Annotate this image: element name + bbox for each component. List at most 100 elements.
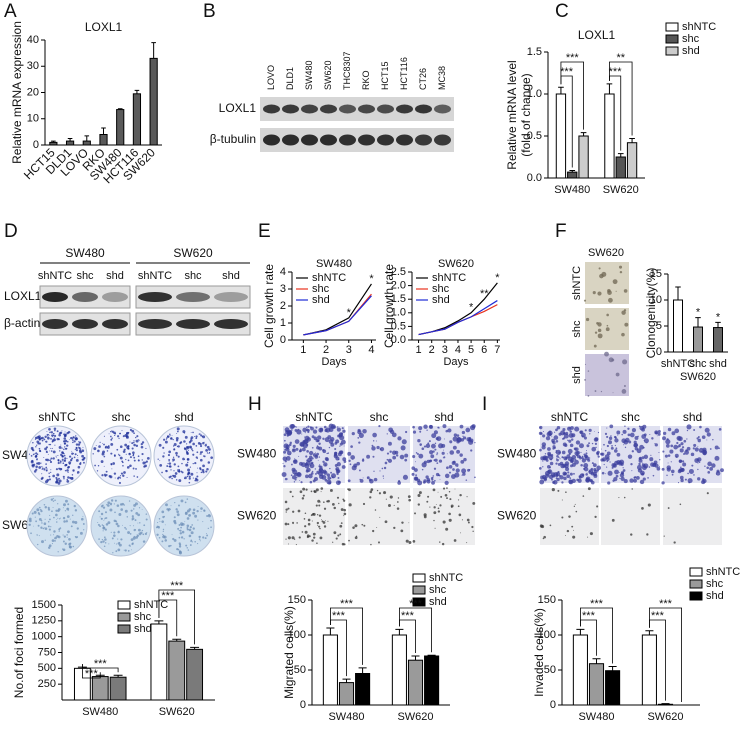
group-label: SW480 (65, 246, 105, 260)
speck (544, 453, 547, 455)
band (214, 292, 248, 302)
speck (620, 476, 625, 481)
speck (55, 521, 58, 523)
speck (51, 440, 54, 443)
band (358, 104, 375, 114)
col-label: shd (174, 410, 193, 424)
speck (288, 443, 292, 447)
significance: *** (560, 66, 574, 78)
speck (643, 463, 649, 469)
panel-letter: C (555, 1, 569, 22)
lane-label: SW480 (304, 60, 314, 90)
speck (168, 508, 171, 511)
y-tick-label: 150 (538, 594, 556, 606)
speck (606, 466, 608, 468)
speck (35, 520, 37, 523)
speck (132, 451, 135, 455)
speck (172, 456, 175, 458)
band (301, 104, 318, 114)
speck (404, 458, 408, 462)
speck (113, 503, 115, 505)
bar (578, 135, 589, 179)
micrograph (348, 488, 410, 545)
speck (145, 513, 148, 515)
speck (114, 434, 116, 437)
speck (50, 469, 52, 471)
speck (97, 465, 100, 467)
speck (310, 514, 313, 517)
legend-swatch (689, 591, 703, 601)
speck (305, 469, 309, 473)
speck (309, 463, 315, 469)
speck (466, 518, 470, 522)
speck (142, 461, 146, 465)
speck (127, 447, 130, 450)
speck (437, 510, 441, 513)
error-bar (645, 630, 654, 635)
speck (43, 457, 45, 459)
speck (417, 453, 419, 456)
x-tick-label: 6 (481, 344, 487, 356)
speck (372, 432, 377, 438)
x-tick-label: SW620 (397, 711, 433, 723)
speck (654, 431, 658, 435)
band (434, 104, 451, 114)
speck (135, 535, 139, 539)
plate (90, 495, 152, 557)
speck (437, 491, 439, 493)
speck (195, 445, 198, 447)
speck (658, 451, 660, 454)
speck (538, 467, 542, 470)
significance: ** (616, 52, 625, 64)
significance-bracket (82, 664, 119, 673)
speck (194, 479, 197, 482)
speck (469, 424, 476, 431)
speck (180, 526, 182, 529)
lane-label: HCT15 (380, 61, 390, 90)
speck (556, 455, 559, 458)
speck (130, 546, 132, 547)
speck (347, 451, 352, 456)
speck (326, 452, 328, 455)
speck (66, 508, 69, 510)
speck (444, 473, 450, 479)
speck (641, 507, 644, 510)
speck (97, 523, 100, 526)
speck (188, 477, 191, 480)
speck (623, 289, 628, 293)
speck (69, 545, 72, 549)
speck (354, 536, 358, 540)
speck (624, 425, 626, 427)
speck (205, 470, 208, 473)
speck (316, 445, 319, 447)
speck (294, 439, 300, 444)
speck (542, 537, 545, 540)
speck (51, 447, 53, 450)
speck (448, 518, 452, 522)
speck (101, 518, 103, 520)
speck (296, 522, 298, 524)
speck (604, 454, 610, 459)
speck (679, 475, 684, 480)
speck (51, 510, 53, 513)
speck (162, 535, 166, 539)
speck (642, 477, 646, 481)
speck (304, 436, 306, 438)
band (138, 292, 172, 302)
x-tick-label: SW480 (328, 711, 364, 723)
speck (197, 467, 199, 469)
speck (676, 437, 678, 439)
speck (322, 449, 327, 454)
speck (681, 446, 685, 449)
speck (555, 474, 559, 478)
speck (192, 527, 195, 530)
speck (30, 454, 33, 457)
speck (603, 463, 605, 466)
speck (54, 444, 56, 446)
speck (40, 477, 43, 480)
row-label: SW620 (237, 509, 277, 523)
speck (73, 440, 76, 443)
band (396, 134, 413, 146)
speck (66, 469, 69, 472)
speck (336, 496, 340, 499)
